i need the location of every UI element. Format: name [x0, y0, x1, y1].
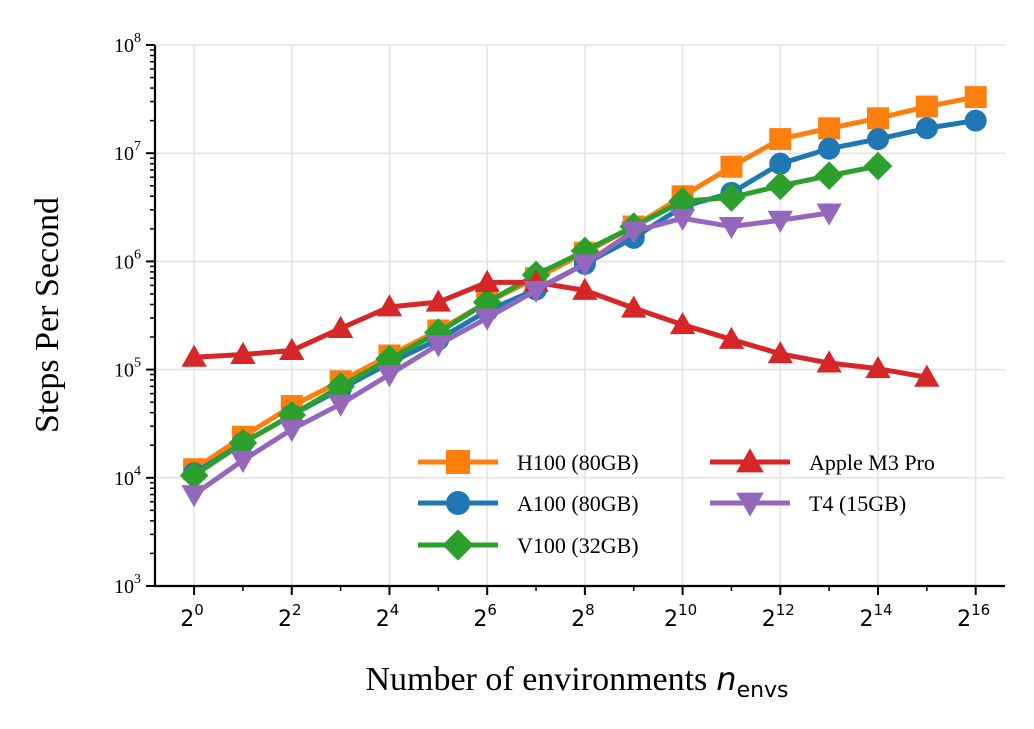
data-point: [523, 280, 549, 304]
x-tick-label: 20: [180, 601, 204, 632]
x-tick-label: 216: [957, 601, 990, 632]
data-point: [769, 152, 792, 175]
data-point: [914, 364, 940, 387]
legend-entry: T4 (15GB): [710, 491, 906, 517]
x-tick-label: 214: [859, 601, 892, 632]
legend-entry: A100 (80GB): [418, 491, 639, 516]
data-point: [228, 428, 258, 458]
data-point: [474, 308, 500, 331]
legend-entry: H100 (80GB): [418, 450, 639, 475]
data-point: [376, 365, 403, 388]
data-point: [915, 95, 938, 118]
data-point: [718, 217, 745, 240]
y-tick-label: 107: [114, 139, 141, 165]
x-tick-label: 212: [762, 601, 795, 632]
legend-label: A100 (80GB): [517, 491, 639, 516]
legend-entry: Apple M3 Pro: [710, 448, 935, 475]
data-point: [767, 210, 793, 233]
data-point: [718, 326, 745, 349]
data-point: [765, 171, 795, 201]
data-point: [818, 117, 841, 140]
data-point: [816, 203, 842, 226]
series-v100-32gb: [179, 151, 893, 490]
data-point: [230, 450, 256, 473]
x-axis-title: Number of environments nenvs: [365, 660, 788, 703]
x-tick-label: 24: [376, 601, 400, 632]
data-point: [769, 128, 792, 151]
y-tick-label: 108: [114, 31, 141, 57]
data-point: [818, 137, 841, 160]
data-point: [279, 419, 305, 443]
legend-label: Apple M3 Pro: [809, 450, 935, 475]
data-point: [425, 289, 451, 312]
x-tick-label: 28: [571, 601, 595, 632]
x-tick-label: 210: [664, 601, 697, 632]
data-point: [425, 335, 451, 358]
data-point: [814, 161, 844, 190]
x-tick-label: 26: [473, 601, 497, 632]
series-line: [193, 279, 928, 380]
x-axis-title-math: n: [716, 660, 736, 698]
data-point: [326, 372, 355, 401]
data-point: [572, 277, 598, 300]
series-layer: [179, 86, 987, 508]
data-point: [668, 186, 697, 216]
x-tick-label: 22: [278, 601, 302, 632]
legend: H100 (80GB) A100 (80GB) V100 (32GB) Apple M…: [418, 448, 935, 561]
data-point: [279, 337, 305, 361]
legend-entry: V100 (32GB): [418, 529, 639, 561]
data-point: [865, 356, 891, 379]
data-point: [866, 128, 889, 151]
data-point: [767, 341, 793, 364]
y-tick-label: 104: [114, 464, 141, 490]
y-tick-label: 103: [114, 572, 141, 598]
data-point: [621, 221, 647, 244]
data-point: [669, 208, 696, 231]
data-point: [915, 117, 938, 140]
x-axis-title-text: Number of environments: [365, 661, 707, 698]
y-axis-title: Steps Per Second: [29, 197, 66, 433]
data-point: [327, 394, 354, 417]
legend-label: V100 (32GB): [517, 533, 639, 558]
x-axis-title-subscript: envs: [737, 678, 789, 703]
data-point: [230, 341, 256, 364]
ticks: 103 104 105 106 107 108 20 22 24 26 28 210 212 214 216: [114, 31, 990, 632]
data-point: [964, 86, 987, 109]
series-t4-15gb: [181, 203, 842, 508]
data-point: [327, 315, 354, 338]
axes: [153, 45, 1005, 588]
data-point: [863, 151, 893, 181]
data-point: [964, 109, 987, 132]
legend-marker: [446, 491, 470, 515]
series-apple-m3-pro: [181, 269, 940, 387]
data-point: [179, 461, 209, 490]
legend-marker: [736, 492, 764, 517]
data-point: [572, 254, 598, 277]
legend-label: T4 (15GB): [809, 491, 906, 516]
legend-marker: [736, 448, 764, 473]
data-point: [621, 295, 647, 318]
data-point: [866, 107, 889, 130]
data-point: [474, 269, 500, 292]
data-point: [816, 350, 842, 373]
legend-label: H100 (80GB): [517, 450, 639, 475]
y-tick-label: 106: [114, 247, 141, 273]
y-tick-label: 105: [114, 356, 141, 382]
data-point: [181, 485, 207, 508]
legend-marker: [446, 450, 470, 474]
data-point: [181, 344, 207, 367]
data-point: [669, 312, 696, 335]
data-point: [376, 294, 403, 317]
data-point: [717, 183, 746, 212]
data-point: [720, 155, 743, 178]
legend-marker: [442, 529, 474, 561]
